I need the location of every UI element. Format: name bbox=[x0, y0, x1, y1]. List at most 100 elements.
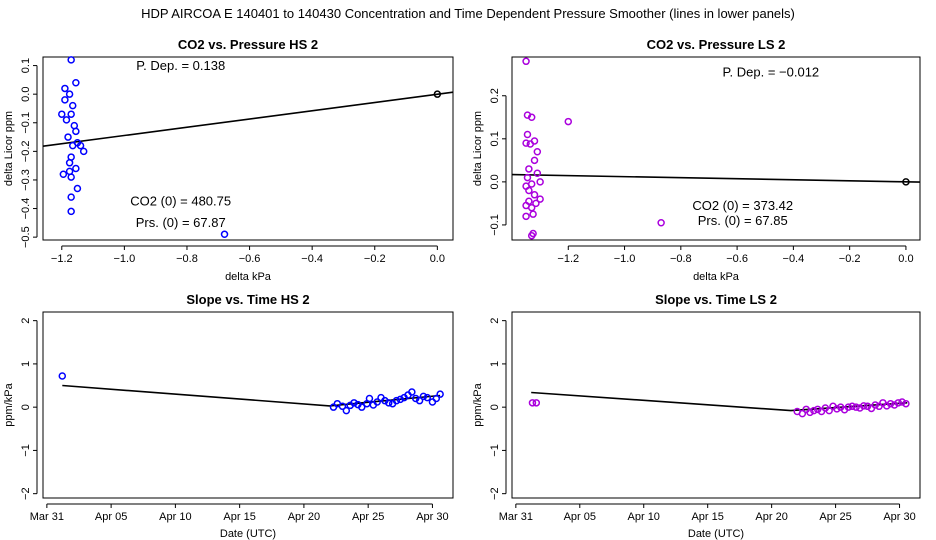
data-point bbox=[72, 78, 80, 87]
x-tick-label: −0.8 bbox=[670, 253, 692, 265]
x-tick-label: −0.2 bbox=[839, 253, 861, 265]
data-point bbox=[894, 399, 903, 407]
x-tick-label: −1.0 bbox=[114, 253, 136, 265]
panel-title: CO2 vs. Pressure HS 2 bbox=[178, 37, 318, 52]
y-tick-label: 0.1 bbox=[489, 131, 501, 146]
x-axis-label: delta kPa bbox=[225, 271, 272, 283]
y-tick-label: −0.4 bbox=[20, 198, 32, 220]
plot-frame bbox=[511, 311, 921, 499]
y-tick-label: 0.0 bbox=[489, 174, 501, 189]
data-point bbox=[423, 393, 432, 402]
data-point bbox=[525, 165, 533, 173]
data-point bbox=[61, 84, 69, 93]
plot-frame bbox=[511, 56, 921, 241]
data-point bbox=[871, 401, 879, 409]
y-tick-label: −1 bbox=[20, 444, 32, 457]
x-tick-label: −1.2 bbox=[557, 253, 579, 265]
data-point bbox=[79, 147, 88, 156]
data-point bbox=[68, 141, 77, 150]
data-point bbox=[408, 388, 416, 396]
data-point bbox=[65, 159, 74, 167]
panel-title: Slope vs. Time HS 2 bbox=[186, 292, 309, 307]
x-tick-label: −0.8 bbox=[176, 253, 198, 265]
x-tick-label: 0.0 bbox=[898, 253, 913, 265]
data-point bbox=[525, 186, 533, 195]
y-tick-label: 0.1 bbox=[20, 58, 32, 73]
y-tick-label: 1 bbox=[489, 361, 501, 367]
data-point bbox=[532, 399, 541, 407]
x-tick-label: Apr 05 bbox=[95, 511, 127, 523]
data-point bbox=[76, 141, 85, 150]
figure-title: HDP AIRCOA E 140401 to 140430 Concentrat… bbox=[141, 6, 795, 21]
annotation: CO2 (0) = 480.75 bbox=[130, 194, 231, 209]
data-point bbox=[65, 90, 74, 98]
y-tick-label: 1 bbox=[20, 361, 32, 367]
annotation: Prs. (0) = 67.87 bbox=[136, 215, 226, 230]
x-tick-label: −0.4 bbox=[301, 253, 323, 265]
data-point bbox=[68, 101, 77, 110]
data-point bbox=[72, 164, 80, 173]
y-tick-label: −2 bbox=[20, 487, 32, 500]
data-point bbox=[67, 56, 75, 64]
x-tick-label: Apr 30 bbox=[883, 511, 915, 523]
data-point bbox=[432, 394, 441, 403]
y-axis-label: delta Licor ppm bbox=[3, 111, 15, 186]
data-point bbox=[825, 406, 833, 415]
data-point bbox=[365, 394, 374, 403]
x-tick-label: Apr 25 bbox=[819, 511, 851, 523]
data-point bbox=[523, 173, 532, 182]
y-axis-label: ppm/kPa bbox=[3, 382, 15, 426]
annotation: Prs. (0) = 67.85 bbox=[698, 213, 788, 228]
data-point bbox=[58, 110, 66, 118]
y-tick-label: 2 bbox=[489, 318, 501, 324]
y-tick-label: 0.2 bbox=[489, 88, 501, 103]
data-point bbox=[338, 402, 347, 411]
fit-line bbox=[42, 91, 454, 147]
panel-title: CO2 vs. Pressure LS 2 bbox=[647, 37, 786, 52]
data-point bbox=[527, 203, 536, 212]
origin-point bbox=[902, 178, 910, 186]
data-point bbox=[902, 399, 910, 408]
data-point bbox=[415, 396, 424, 405]
data-point bbox=[810, 406, 818, 415]
x-tick-label: Apr 20 bbox=[288, 511, 320, 523]
x-tick-label: Apr 20 bbox=[755, 511, 787, 523]
data-point bbox=[62, 116, 71, 124]
x-tick-label: Apr 10 bbox=[159, 511, 191, 523]
y-tick-label: −1 bbox=[489, 444, 501, 457]
data-point bbox=[67, 110, 75, 118]
data-point bbox=[220, 230, 229, 239]
data-point bbox=[886, 399, 895, 408]
x-tick-label: Apr 05 bbox=[564, 511, 596, 523]
data-point bbox=[64, 133, 72, 141]
y-tick-label: 0.0 bbox=[20, 87, 32, 102]
data-point bbox=[522, 57, 530, 66]
x-axis-label: delta kPa bbox=[693, 271, 740, 283]
data-point bbox=[342, 406, 351, 415]
data-point bbox=[898, 398, 906, 406]
fit-line bbox=[531, 391, 908, 412]
data-point bbox=[657, 219, 665, 227]
annotation: P. Dep. = −0.012 bbox=[723, 64, 820, 79]
data-point bbox=[527, 113, 536, 122]
data-point bbox=[532, 199, 540, 208]
data-point bbox=[59, 170, 68, 178]
y-tick-label: −0.3 bbox=[20, 169, 32, 191]
annotation: P. Dep. = 0.138 bbox=[136, 58, 225, 73]
data-point bbox=[373, 398, 381, 406]
data-point bbox=[73, 184, 82, 193]
x-tick-label: −0.6 bbox=[726, 253, 748, 265]
data-point bbox=[522, 139, 530, 147]
x-axis-label: Date (UTC) bbox=[688, 528, 744, 540]
x-tick-label: −0.2 bbox=[364, 253, 386, 265]
data-point bbox=[859, 402, 868, 410]
data-point bbox=[798, 409, 807, 418]
data-point bbox=[58, 372, 67, 380]
x-tick-label: Mar 31 bbox=[499, 511, 533, 523]
x-tick-label: Apr 25 bbox=[352, 511, 384, 523]
data-point bbox=[852, 403, 860, 411]
x-tick-label: 0.0 bbox=[430, 253, 445, 265]
x-tick-label: Apr 30 bbox=[416, 511, 448, 523]
data-point bbox=[392, 396, 401, 405]
